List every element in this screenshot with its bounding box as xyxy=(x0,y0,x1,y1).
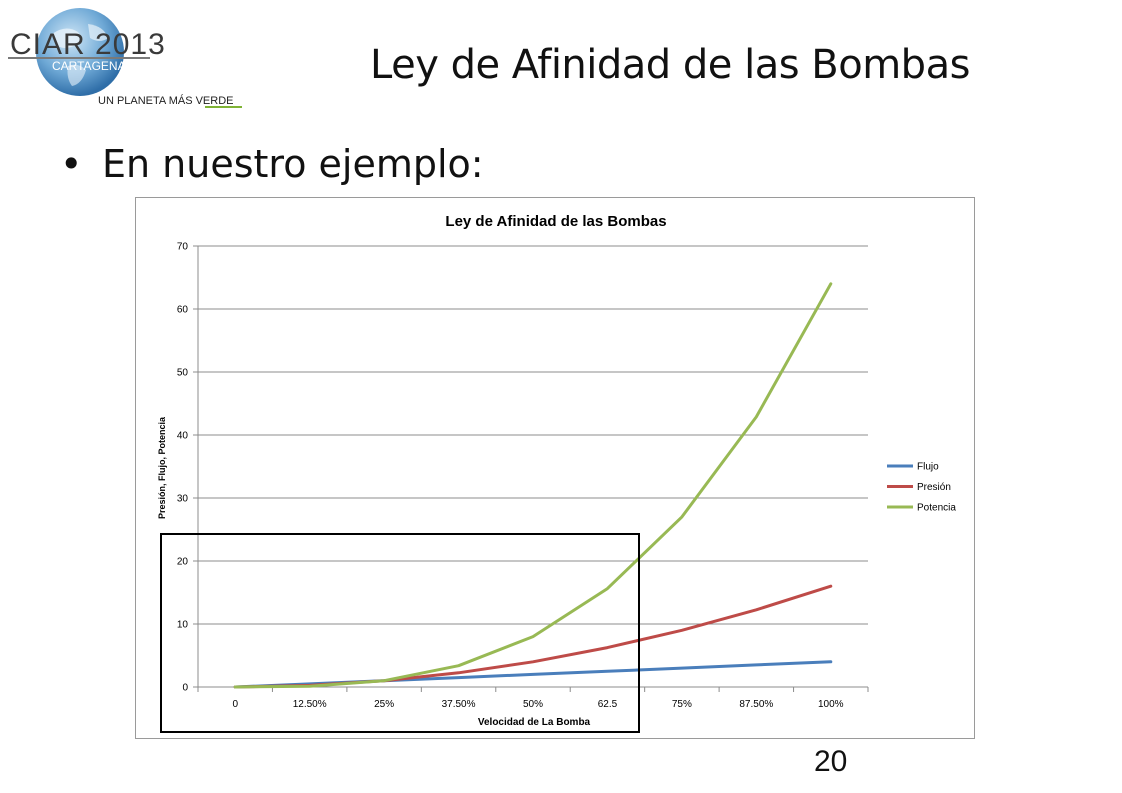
bullet-icon: • xyxy=(60,142,83,186)
x-tick-labels: 0 12.50% 25% 37.50% 50% 62.5 75% 87.50% 100% xyxy=(232,699,843,710)
slide-title: Ley de Afinidad de las Bombas xyxy=(370,42,970,88)
x-tick-label: 87.50% xyxy=(739,699,773,710)
y-tick-label: 50 xyxy=(177,368,189,379)
legend[interactable]: Flujo Presión Potencia xyxy=(887,462,956,514)
x-tick-label: 25% xyxy=(374,699,394,710)
y-tick-label: 60 xyxy=(177,305,189,316)
conference-logo: CIAR 2013 CARTAGENA UN PLANETA MÁS VERDE xyxy=(8,4,258,110)
legend-item[interactable]: Presión xyxy=(887,482,951,493)
x-axis-label: Velocidad de La Bomba xyxy=(478,717,591,728)
bullet-text: En nuestro ejemplo: xyxy=(102,142,484,186)
bullet-item: • En nuestro ejemplo: xyxy=(60,142,484,186)
legend-label: Potencia xyxy=(917,503,956,514)
series-line-potencia xyxy=(233,282,833,689)
x-tick-label: 37.50% xyxy=(442,699,476,710)
page-number: 20 xyxy=(814,745,848,778)
gridlines xyxy=(198,245,868,625)
legend-label: Presión xyxy=(917,482,951,493)
x-tick-label: 0 xyxy=(232,699,238,710)
logo-city-text: CARTAGENA xyxy=(52,59,126,73)
x-tick-label: 50% xyxy=(523,699,543,710)
series-lines xyxy=(233,282,833,689)
logo-tagline-text: UN PLANETA MÁS VERDE xyxy=(98,94,234,107)
legend-label: Flujo xyxy=(917,462,939,473)
chart-title: Ley de Afinidad de las Bombas xyxy=(445,213,666,230)
x-tick-label: 75% xyxy=(672,699,692,710)
y-tick-label: 10 xyxy=(177,620,189,631)
legend-item[interactable]: Potencia xyxy=(887,503,956,514)
highlight-box xyxy=(160,533,640,733)
y-tick-label: 0 xyxy=(182,683,188,694)
line-chart: 0 10 20 30 40 50 60 70 0 12.50% 25% 37.50% 50% 62.5 7… xyxy=(157,213,956,728)
y-tick-label: 70 xyxy=(177,242,189,253)
chart-frame: 0 10 20 30 40 50 60 70 0 12.50% 25% 37.50% 50% 62.5 7… xyxy=(135,197,975,739)
y-tick-labels: 0 10 20 30 40 50 60 70 xyxy=(177,242,189,694)
x-tick-label: 12.50% xyxy=(293,699,327,710)
x-tick-label: 100% xyxy=(818,699,844,710)
y-axis-label: Presión, Flujo, Potencia xyxy=(157,416,167,519)
legend-item[interactable]: Flujo xyxy=(887,462,939,473)
logo-brand-text: CIAR 2013 xyxy=(10,28,166,61)
y-tick-label: 20 xyxy=(177,557,189,568)
globe-icon xyxy=(36,8,124,96)
y-tick-label: 40 xyxy=(177,431,189,442)
x-tick-label: 62.5 xyxy=(598,699,618,710)
y-tick-label: 30 xyxy=(177,494,189,505)
